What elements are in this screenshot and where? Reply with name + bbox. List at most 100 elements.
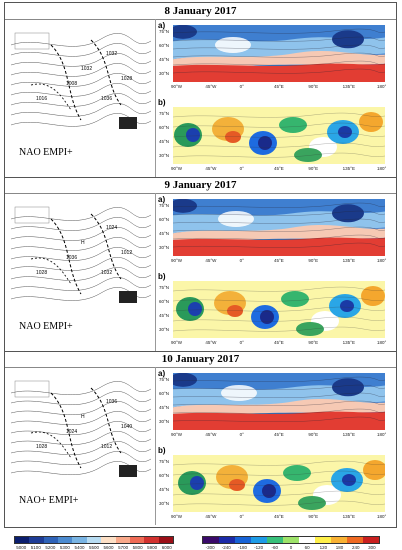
anomaly-map <box>173 455 385 512</box>
lon-tick-label: 45°E <box>274 84 284 89</box>
panel-date-title: 10 January 2017 <box>5 351 396 368</box>
colorbar-swatch <box>101 537 116 543</box>
lon-tick-label: 45°E <box>274 166 284 171</box>
date-panel: 10 January 2017 1036 1028 1024 1012 1040 H NAO+… <box>5 351 396 525</box>
lon-tick-label: 90°W <box>171 340 183 345</box>
pressure-label: 1012 <box>121 250 132 256</box>
panel-label-b: b) <box>158 446 166 455</box>
lon-tick-label: 90°E <box>308 166 319 171</box>
lat-tick-label: 60°N <box>159 43 170 48</box>
lon-tick-label: 45°W <box>205 166 217 171</box>
pressure-label: 1024 <box>66 429 77 435</box>
colorbar-swatch <box>363 537 379 543</box>
pressure-label: 1028 <box>121 76 132 82</box>
pressure-label: 1028 <box>36 270 47 276</box>
lon-tick-label: 90°E <box>308 514 319 519</box>
panel-label-a: a) <box>158 21 166 30</box>
colorbar-tick-label: 0 <box>289 545 293 550</box>
date-panel: 9 January 2017 1024 1028 1036 1032 1012 H NAO E… <box>5 177 396 351</box>
lon-tick-label: 45°E <box>274 258 284 263</box>
colorbar-swatch <box>347 537 363 543</box>
pressure-label: 1012 <box>101 444 112 450</box>
lat-tick-label: 45°N <box>159 487 170 492</box>
colorbar-tick-label: 5400 <box>74 545 85 550</box>
figure-frame: 8 January 2017 1032 1016 1008 1036 1028 1032 NA… <box>4 2 397 528</box>
colorbar-tick-label: 300 <box>368 545 376 550</box>
lon-tick-label: 45°E <box>274 432 284 437</box>
lon-tick-label: 45°W <box>205 340 217 345</box>
lat-tick-label: 60°N <box>159 299 170 304</box>
pressure-label: 1028 <box>36 444 47 450</box>
colorbar-tick-label: -180 <box>237 545 247 550</box>
colorbar-swatch <box>72 537 87 543</box>
lon-tick-label: 0° <box>239 258 244 263</box>
geopotential-height-map <box>173 25 385 82</box>
lon-tick-label: 135°E <box>342 258 355 263</box>
panel-separator <box>5 351 396 352</box>
colorbar-tick-label: 5500 <box>88 545 100 550</box>
colorbar-swatch <box>235 537 251 543</box>
pressure-label: 1032 <box>81 66 92 72</box>
colorbar-swatch <box>283 537 299 543</box>
colorbar-tick-label: 240 <box>351 545 360 550</box>
lon-tick-label: 0° <box>239 432 244 437</box>
panel-date-title: 8 January 2017 <box>5 3 396 20</box>
lat-tick-label: 75°N <box>159 111 170 116</box>
colorbar-swatch <box>115 537 130 543</box>
colorbar-tick-label: -240 <box>221 545 231 550</box>
lat-tick-label: 75°N <box>159 377 170 382</box>
lon-tick-label: 135°E <box>342 340 355 345</box>
pressure-label: 1036 <box>66 255 77 261</box>
lat-tick-label: 30°N <box>159 153 170 158</box>
column-divider <box>155 367 156 525</box>
lat-tick-label: 45°N <box>159 139 170 144</box>
lon-tick-label: 135°E <box>342 166 355 171</box>
colorbar-geopotential <box>14 536 174 544</box>
lon-tick-label: 180° <box>377 258 387 263</box>
lon-tick-label: 90°W <box>171 84 183 89</box>
colorbar-tick-label: 5600 <box>103 545 114 550</box>
lon-tick-label: 180° <box>377 340 387 345</box>
lon-tick-label: 45°W <box>205 432 217 437</box>
pressure-label: 1036 <box>101 96 112 102</box>
panel-date-title: 9 January 2017 <box>5 177 396 194</box>
pressure-label: 1032 <box>101 270 112 276</box>
lon-tick-label: 90°E <box>308 84 319 89</box>
colorbar-tick-label: -300 <box>205 545 215 550</box>
lon-tick-label: 180° <box>377 84 387 89</box>
pressure-label: 1040 <box>121 424 132 430</box>
colorbar-swatch <box>86 537 102 543</box>
lat-tick-label: 75°N <box>159 285 170 290</box>
lon-tick-label: 90°W <box>171 514 183 519</box>
colorbar-tick-label: 5900 <box>147 545 158 550</box>
colorbar-swatch <box>251 537 267 543</box>
colorbar-swatch <box>58 537 73 543</box>
lon-tick-label: 45°W <box>205 514 217 519</box>
colorbar-anomaly <box>202 536 380 544</box>
pressure-label: 1008 <box>66 81 77 87</box>
colorbar-swatch <box>203 537 219 543</box>
lat-tick-label: 60°N <box>159 473 170 478</box>
lon-tick-label: 45°E <box>274 514 284 519</box>
lon-tick-label: 180° <box>377 432 387 437</box>
lon-tick-label: 90°W <box>171 166 183 171</box>
panel-separator <box>5 177 396 178</box>
column-divider <box>155 19 156 177</box>
lon-tick-label: 0° <box>239 514 244 519</box>
lat-tick-label: 30°N <box>159 245 170 250</box>
lat-tick-label: 75°N <box>159 459 170 464</box>
colorbar-swatch <box>15 537 30 543</box>
anomaly-map <box>173 107 385 164</box>
lat-tick-label: 30°N <box>159 501 170 506</box>
colorbar-tick-label: -120 <box>254 545 264 550</box>
lon-tick-label: 0° <box>239 340 244 345</box>
colorbar-tick-label: 5300 <box>59 545 70 550</box>
lat-tick-label: 30°N <box>159 419 170 424</box>
geopotential-height-map <box>173 199 385 256</box>
colorbar-tick-label: 6000 <box>161 545 172 550</box>
geopotential-height-map <box>173 373 385 430</box>
pressure-label: H <box>81 240 85 246</box>
pressure-label: 1016 <box>36 96 47 102</box>
pressure-label: 1036 <box>106 399 117 405</box>
lon-tick-label: 135°E <box>342 84 355 89</box>
